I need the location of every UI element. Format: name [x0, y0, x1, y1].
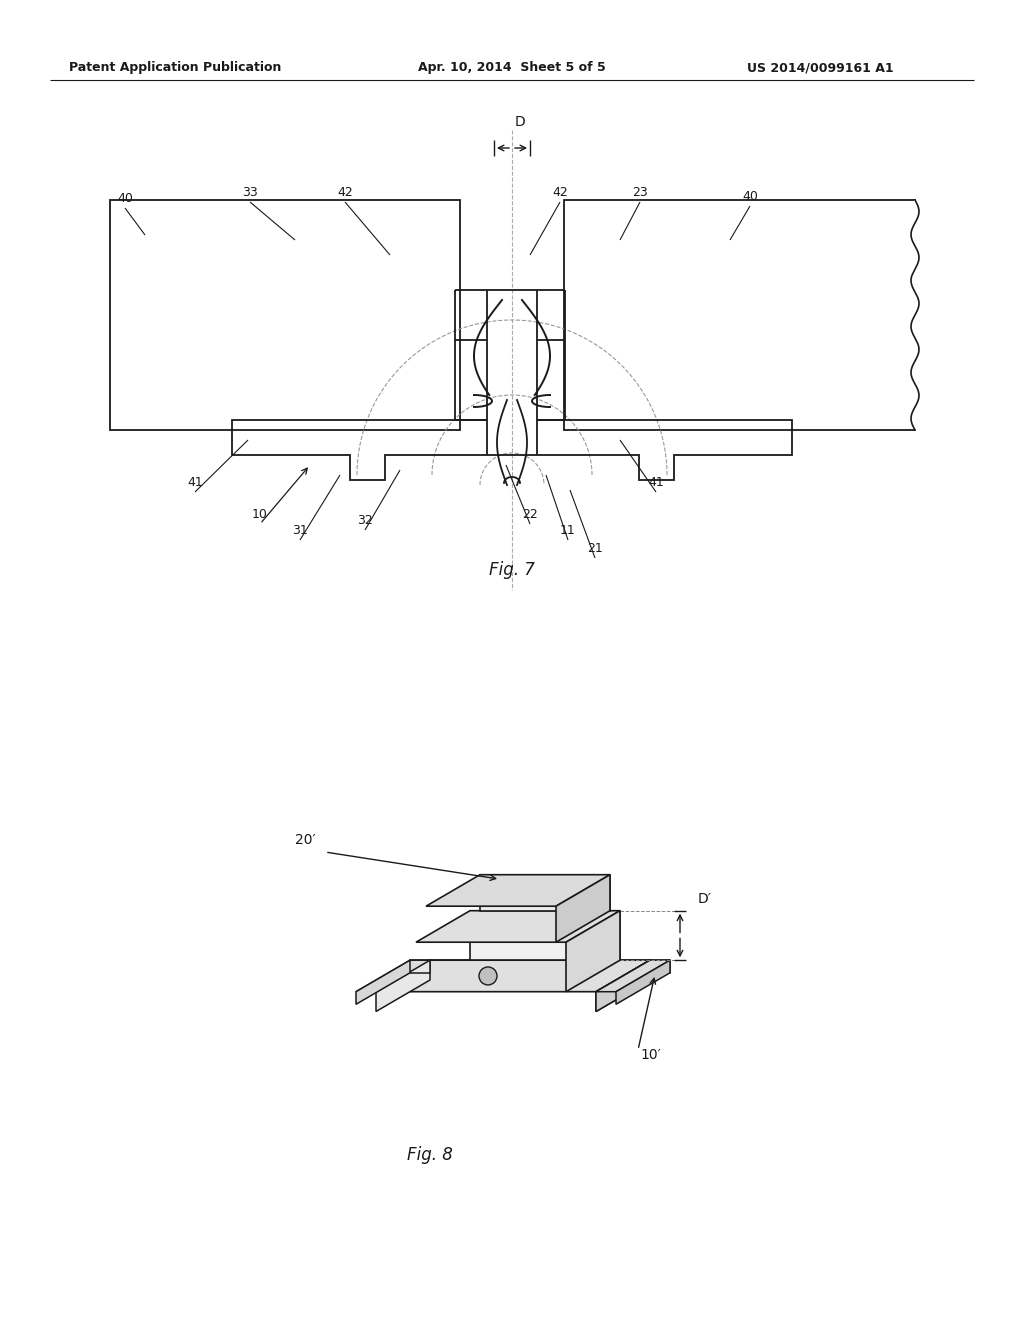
- Polygon shape: [596, 960, 650, 1011]
- Text: 41: 41: [648, 475, 664, 488]
- Polygon shape: [470, 911, 620, 960]
- Polygon shape: [426, 875, 610, 907]
- Polygon shape: [616, 960, 670, 1005]
- Text: 33: 33: [242, 186, 258, 198]
- Text: 11: 11: [560, 524, 575, 536]
- Text: 42: 42: [552, 186, 568, 198]
- Polygon shape: [356, 960, 430, 991]
- Bar: [110, 201, 460, 430]
- Text: 40: 40: [742, 190, 758, 202]
- Text: 10′: 10′: [640, 1048, 660, 1063]
- Polygon shape: [376, 960, 650, 991]
- Text: Patent Application Publication: Patent Application Publication: [69, 62, 282, 74]
- Text: Fig. 7: Fig. 7: [489, 561, 535, 579]
- Polygon shape: [566, 911, 620, 991]
- Text: Apr. 10, 2014  Sheet 5 of 5: Apr. 10, 2014 Sheet 5 of 5: [418, 62, 606, 74]
- Text: 10: 10: [252, 507, 268, 520]
- Polygon shape: [596, 960, 670, 991]
- Polygon shape: [650, 960, 670, 973]
- Text: 22: 22: [522, 507, 538, 520]
- Polygon shape: [596, 960, 650, 1011]
- Text: 42: 42: [337, 186, 353, 198]
- Text: D: D: [515, 115, 525, 129]
- Polygon shape: [356, 960, 410, 1005]
- Text: 41: 41: [187, 475, 203, 488]
- Text: US 2014/0099161 A1: US 2014/0099161 A1: [746, 62, 893, 74]
- Polygon shape: [556, 875, 610, 942]
- Circle shape: [479, 968, 497, 985]
- Polygon shape: [480, 875, 610, 911]
- Polygon shape: [416, 911, 620, 942]
- Polygon shape: [430, 960, 650, 979]
- Text: D′: D′: [698, 892, 712, 906]
- Text: 20′: 20′: [295, 833, 315, 847]
- Text: Fig. 8: Fig. 8: [408, 1146, 453, 1164]
- Polygon shape: [410, 960, 430, 973]
- Text: 40: 40: [117, 191, 133, 205]
- Text: 21: 21: [587, 541, 603, 554]
- Polygon shape: [376, 960, 430, 1011]
- Bar: [564, 201, 915, 430]
- Bar: [914, 201, 922, 430]
- Text: 31: 31: [292, 524, 308, 536]
- Text: 32: 32: [357, 513, 373, 527]
- Text: 23: 23: [632, 186, 648, 198]
